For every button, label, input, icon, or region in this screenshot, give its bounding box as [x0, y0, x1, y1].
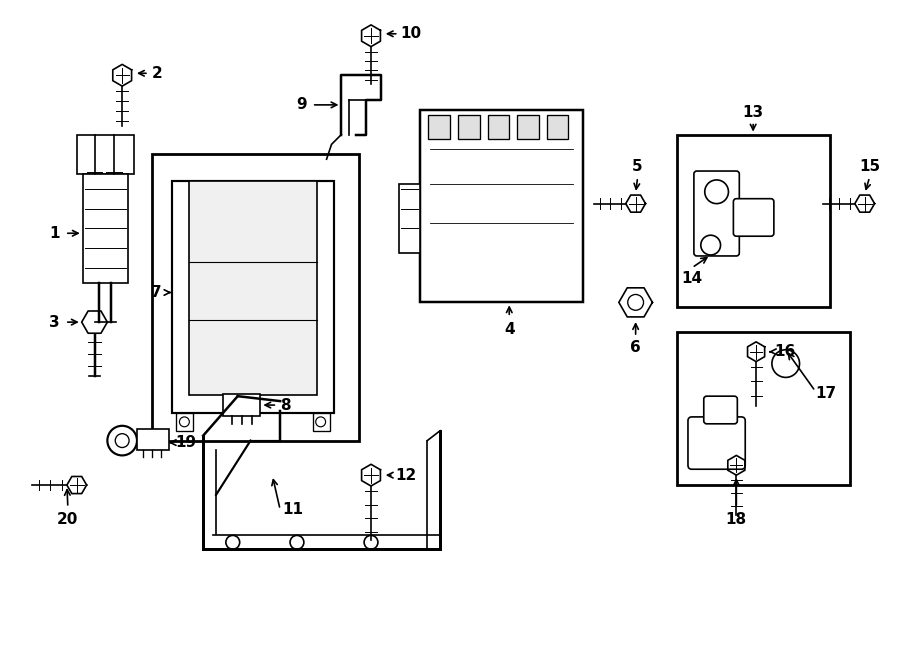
Text: 9: 9	[296, 97, 307, 113]
Text: 12: 12	[396, 467, 417, 483]
Bar	[547, 115, 569, 140]
FancyBboxPatch shape	[137, 429, 168, 450]
Text: 3: 3	[50, 314, 60, 330]
Text: 17: 17	[815, 386, 836, 401]
Bar	[176, 413, 194, 431]
Text: 2: 2	[152, 66, 163, 81]
Bar	[518, 115, 539, 140]
Text: 8: 8	[280, 398, 291, 412]
Bar	[488, 115, 509, 140]
FancyBboxPatch shape	[694, 171, 739, 256]
Bar	[83, 174, 128, 283]
Text: 20: 20	[58, 512, 78, 527]
Bar	[76, 134, 134, 174]
Bar	[420, 110, 583, 303]
Bar	[428, 115, 450, 140]
Text: 4: 4	[504, 322, 515, 337]
Bar	[189, 181, 317, 395]
Bar	[152, 154, 359, 441]
Bar	[172, 181, 335, 413]
Bar	[399, 184, 420, 253]
FancyBboxPatch shape	[734, 199, 774, 236]
FancyBboxPatch shape	[704, 396, 737, 424]
Bar	[458, 115, 480, 140]
FancyBboxPatch shape	[688, 417, 745, 469]
Bar	[312, 413, 329, 431]
Text: 1: 1	[50, 226, 60, 241]
Bar	[677, 332, 850, 485]
Text: 15: 15	[860, 159, 880, 174]
Text: 6: 6	[630, 340, 641, 355]
Text: 11: 11	[282, 502, 303, 517]
Text: 19: 19	[176, 435, 196, 450]
Text: 18: 18	[725, 512, 747, 527]
FancyBboxPatch shape	[223, 394, 260, 416]
Bar	[677, 134, 830, 307]
Text: 5: 5	[633, 159, 643, 174]
Text: 10: 10	[400, 26, 422, 41]
Text: 16: 16	[774, 344, 795, 359]
Text: 13: 13	[742, 105, 764, 120]
Text: 7: 7	[151, 285, 162, 300]
Text: 14: 14	[681, 271, 703, 286]
